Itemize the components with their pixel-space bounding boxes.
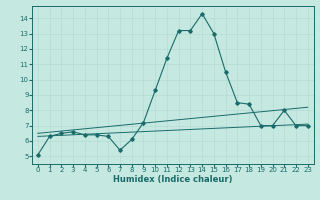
X-axis label: Humidex (Indice chaleur): Humidex (Indice chaleur) [113, 175, 233, 184]
